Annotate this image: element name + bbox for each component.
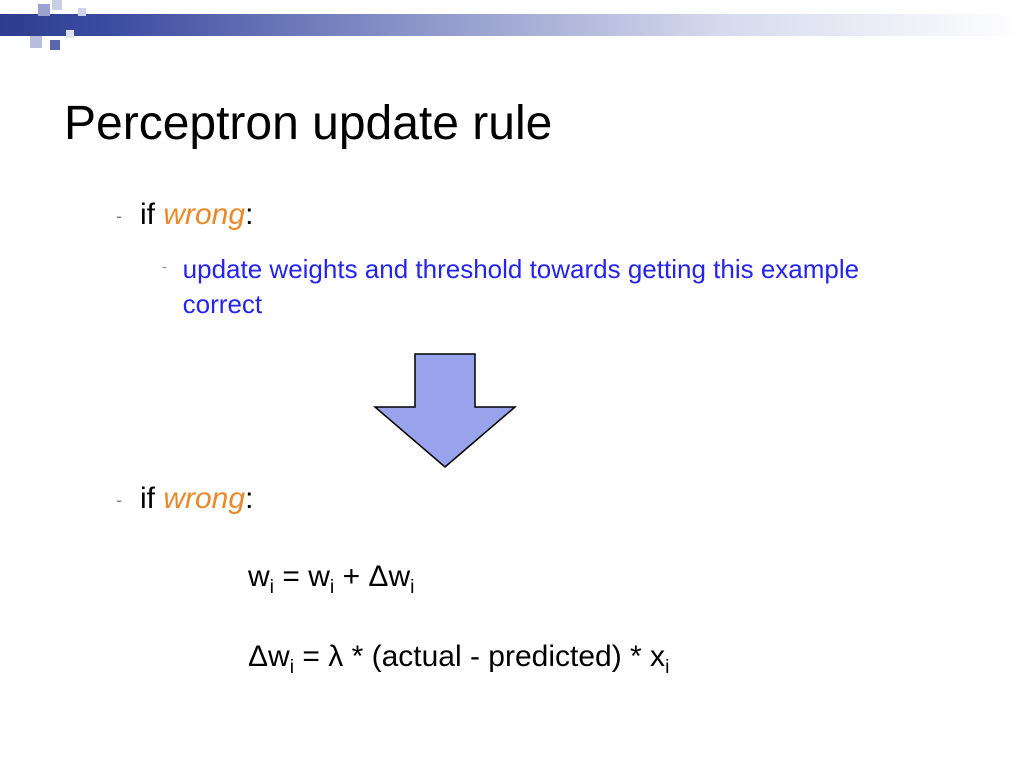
- formula-delta-weight: Δwi = λ * (actual - predicted) * xi: [248, 640, 669, 679]
- bullet-dash-icon: -: [162, 258, 167, 274]
- bullet-prefix: if: [140, 198, 163, 231]
- wrong-word: wrong: [163, 482, 245, 515]
- bullet-if-wrong-2: - if wrong:: [116, 482, 253, 516]
- decor-square: [30, 36, 42, 48]
- arrow-polygon: [375, 354, 515, 467]
- bullet-prefix: if: [140, 482, 163, 515]
- down-arrow-icon: [370, 352, 520, 477]
- bullet-if-wrong-1: - if wrong:: [116, 198, 253, 232]
- bullet-suffix: :: [245, 198, 253, 231]
- bullet-dash-icon: -: [116, 206, 122, 227]
- bullet-text: if wrong:: [140, 198, 253, 232]
- sub-bullet-text: update weights and threshold towards get…: [183, 252, 923, 322]
- bullet-suffix: :: [245, 482, 253, 515]
- wrong-word: wrong: [163, 198, 245, 231]
- decor-square: [50, 40, 60, 50]
- decor-square: [52, 0, 62, 10]
- sub-bullet-update: - update weights and threshold towards g…: [162, 252, 923, 322]
- decor-square: [78, 8, 86, 16]
- decor-square: [38, 4, 50, 16]
- decor-square: [66, 30, 74, 38]
- slide-title: Perceptron update rule: [64, 96, 552, 151]
- bullet-dash-icon: -: [116, 490, 122, 511]
- gradient-bar: [0, 14, 1024, 36]
- formula-weight-update: wi = wi + Δwi: [248, 560, 414, 599]
- decor-square: [8, 16, 24, 32]
- bullet-text: if wrong:: [140, 482, 253, 516]
- slide-top-decoration: [0, 0, 1024, 48]
